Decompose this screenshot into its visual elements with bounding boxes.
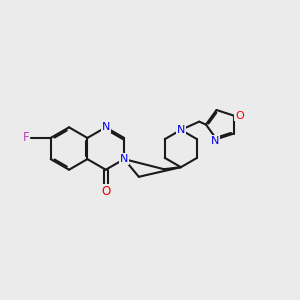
Text: O: O (101, 185, 110, 198)
Text: F: F (22, 131, 29, 144)
Text: N: N (120, 154, 128, 164)
Text: N: N (177, 125, 185, 135)
Text: N: N (211, 136, 219, 146)
Text: N: N (102, 122, 110, 132)
Text: O: O (235, 111, 244, 121)
